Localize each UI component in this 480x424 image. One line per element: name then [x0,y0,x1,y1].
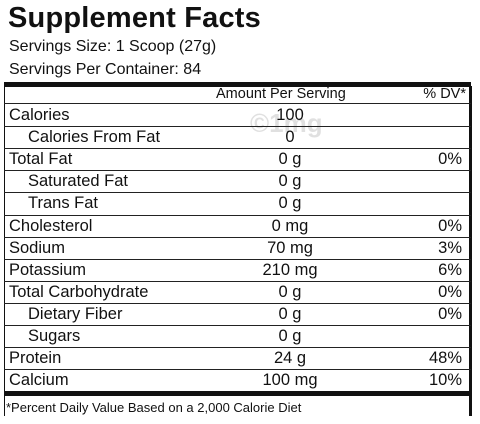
amount: 0 g [278,150,302,169]
nutrient-name: Dietary Fiber [28,304,123,323]
daily-value: 0% [438,216,462,235]
rule [4,214,471,216]
nutrient-row: Calories From Fat 0 [0,126,470,148]
nutrient-name: Calcium [9,371,69,390]
amount: 0 g [278,327,302,345]
rule [4,148,471,150]
rule [4,103,471,104]
watermark: ©1mg [250,108,323,138]
thick-rule [4,391,471,396]
nutrient-row: Total Fat 0 g 0% [0,148,470,170]
amount: 70 mg [267,238,313,257]
nutrient-name: Calories From Fat [28,128,161,147]
amount: 100 mg [262,371,318,390]
dv-header: % DV* [423,86,466,102]
rule [4,170,471,172]
title: Supplement Facts [8,2,261,34]
nutrient-row: Calcium 100 mg 10% [0,369,470,391]
nutrient-row: Sodium 70 mg 3% [0,237,470,259]
nutrient-name: Trans Fat [28,194,98,213]
rule [4,347,471,349]
amount: 0 g [278,172,302,191]
nutrient-row: Sugars 0 g [0,325,470,347]
nutrient-name: Total Fat [9,150,73,169]
daily-value: 0% [438,282,462,301]
rule [4,258,471,260]
rule [4,280,471,282]
rule [4,369,471,371]
servings-per-container: Servings Per Container: 84 [9,61,202,78]
daily-value: 10% [428,371,462,390]
daily-value: 0% [438,150,462,169]
nutrient-row: Calories 100 [0,104,470,126]
amount: 0 g [278,194,302,213]
nutrient-row: Trans Fat 0 g [0,192,470,214]
right-border [469,86,472,416]
rule [4,325,471,326]
nutrient-row: Total Carbohydrate 0 g 0% [0,281,470,303]
serving-size: Servings Size: 1 Scoop (27g) [9,38,217,55]
nutrient-name: Sodium [9,238,65,257]
daily-value: 3% [438,238,462,257]
nutrient-row: Protein 24 g 48% [0,347,470,369]
amount: 210 mg [262,260,318,279]
daily-value: 48% [428,349,462,368]
footnote: *Percent Daily Value Based on a 2,000 Ca… [6,400,302,415]
amount: 0 g [278,304,302,323]
nutrient-name: Saturated Fat [28,172,128,191]
nutrient-row: Potassium 210 mg 6% [0,259,470,281]
amount: 0 g [278,282,302,301]
nutrient-row: Saturated Fat 0 g [0,170,470,192]
amount: 0 mg [271,216,309,235]
amount-header: Amount Per Serving [216,86,346,102]
nutrient-name: Sugars [28,327,81,345]
rule [4,236,471,238]
nutrient-name: Protein [9,349,62,368]
nutrient-row: Cholesterol 0 mg 0% [0,215,470,237]
nutrient-name: Potassium [9,260,87,279]
daily-value: 0% [438,304,462,323]
nutrient-name: Calories [9,106,70,124]
rule [4,192,471,194]
amount: 0 [285,128,295,147]
rule [4,302,471,304]
nutrient-name: Total Carbohydrate [9,282,149,301]
amount: 100 [276,106,304,124]
daily-value: 6% [438,260,462,279]
left-border [4,86,5,416]
rule [4,126,471,128]
amount: 24 g [273,349,307,368]
thick-rule [4,82,471,87]
nutrient-name: Cholesterol [9,216,93,235]
nutrient-row: Dietary Fiber 0 g 0% [0,303,470,325]
